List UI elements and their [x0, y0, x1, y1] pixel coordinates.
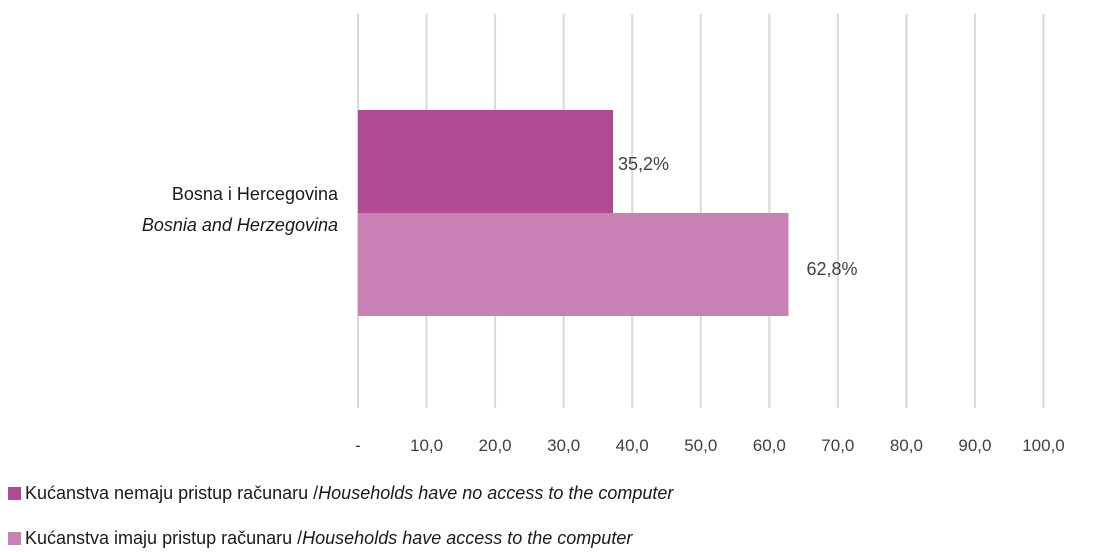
x-tick-label: 100,0	[1022, 436, 1065, 455]
x-tick-label: 30,0	[547, 436, 580, 455]
x-tick-label: 10,0	[410, 436, 443, 455]
x-tick-label: 50,0	[684, 436, 717, 455]
data-labels: 35,2% 62,8%	[618, 154, 858, 279]
data-label: 35,2%	[618, 154, 669, 174]
x-axis-tick-labels: - 10,0 20,0 30,0 40,0 50,0 60,0 70,0 80,0 90,0 100…	[355, 436, 1065, 455]
legend-item-no-access: Kućanstva nemaju pristup računaru /House…	[8, 483, 673, 504]
legend-swatch	[8, 487, 21, 500]
legend-swatch	[8, 532, 21, 545]
legend-item-access: Kućanstva imaju pristup računaru /Househ…	[8, 528, 632, 549]
gridlines	[357, 14, 1045, 408]
category-label-english: Bosnia and Herzegovina	[142, 215, 338, 235]
data-label: 62,8%	[806, 259, 857, 279]
legend-label-english: Households have no access to the compute…	[318, 483, 674, 503]
legend-label: Kućanstva nemaju pristup računaru /	[25, 483, 319, 503]
category-label: Bosna i Hercegovina	[172, 184, 339, 204]
x-tick-label: 70,0	[821, 436, 854, 455]
x-tick-label: 90,0	[958, 436, 991, 455]
legend-label: Kućanstva imaju pristup računaru /	[25, 528, 303, 548]
x-tick-label: 20,0	[479, 436, 512, 455]
x-tick-label: 60,0	[753, 436, 786, 455]
bar	[358, 110, 614, 213]
x-tick-label: 80,0	[890, 436, 923, 455]
bars	[358, 110, 789, 316]
bar	[358, 213, 789, 316]
legend-label-english: Households have access to the computer	[302, 528, 633, 548]
x-tick-label: -	[355, 436, 361, 455]
x-tick-label: 40,0	[616, 436, 649, 455]
